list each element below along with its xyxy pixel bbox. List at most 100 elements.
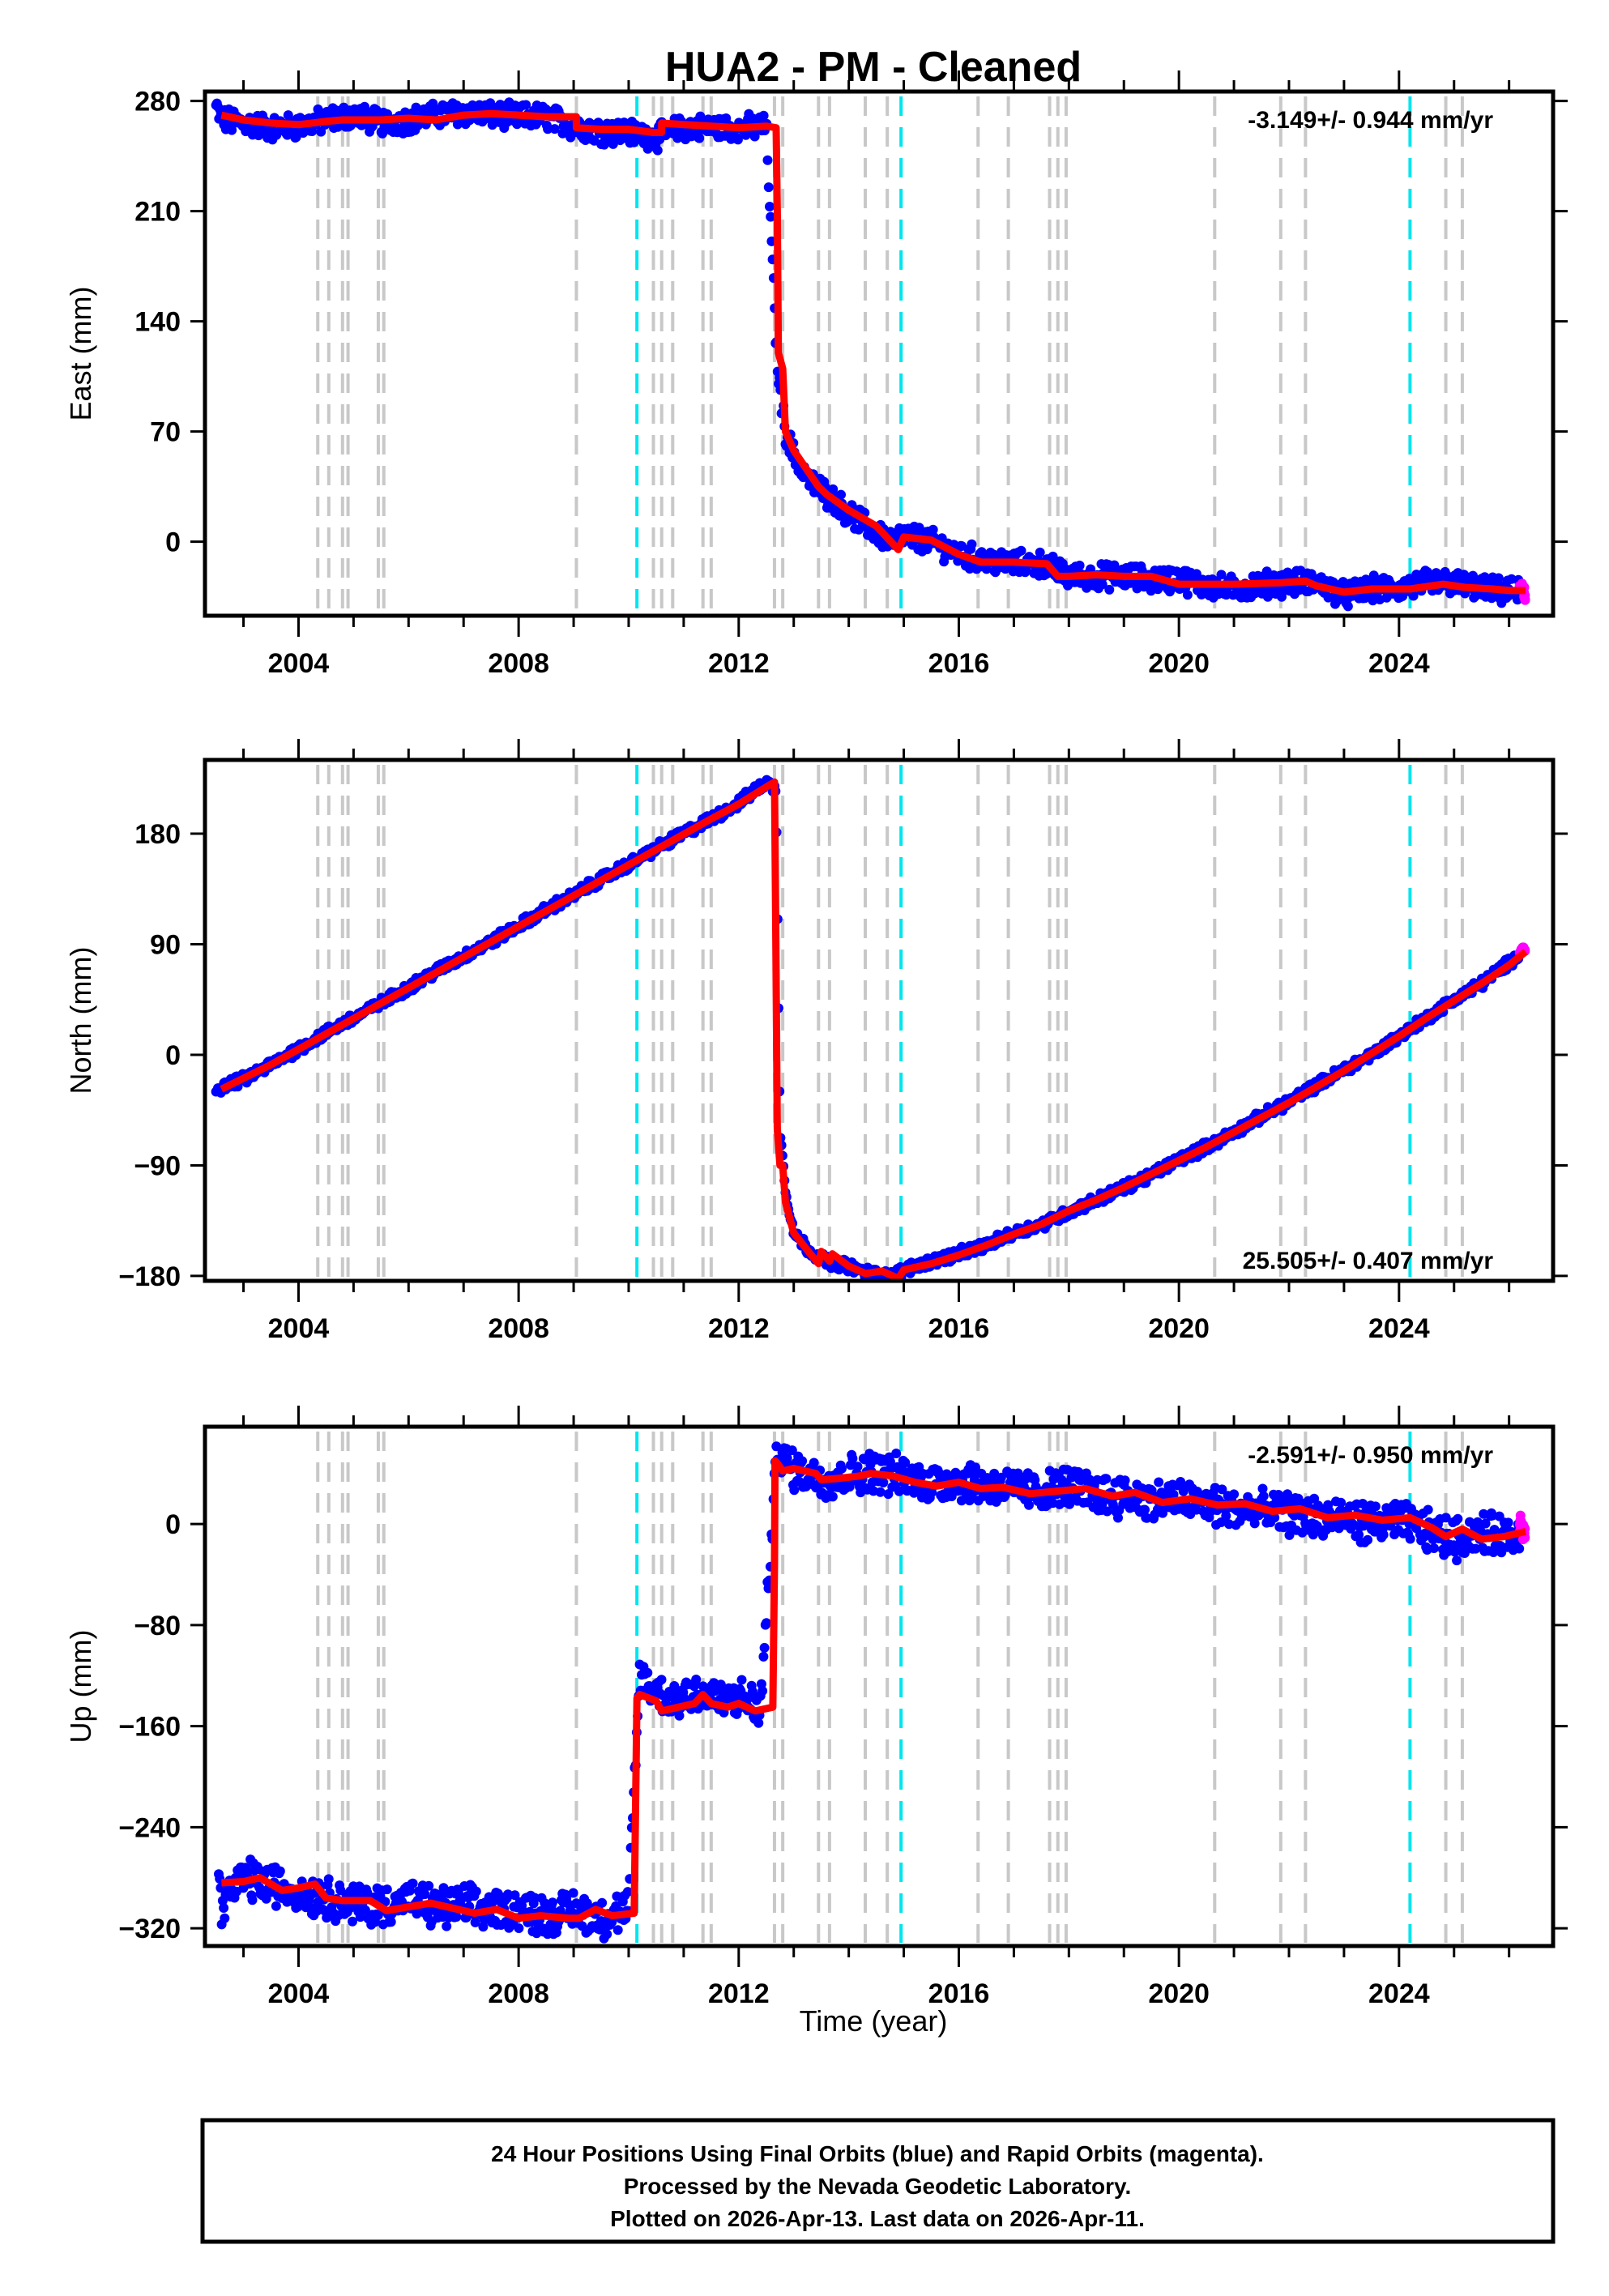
final-orbit-point bbox=[597, 1897, 608, 1908]
final-orbit-point bbox=[894, 1486, 904, 1496]
final-orbit-point bbox=[847, 1453, 858, 1464]
final-orbit-point bbox=[1249, 1518, 1260, 1529]
final-orbit-point bbox=[694, 133, 705, 143]
final-orbit-point bbox=[261, 1893, 271, 1904]
final-orbit-point bbox=[1035, 547, 1045, 557]
final-orbit-point bbox=[386, 1917, 396, 1927]
final-orbit-point bbox=[219, 1903, 229, 1913]
y-tick-label: 0 bbox=[165, 1509, 181, 1540]
final-orbit-point bbox=[967, 539, 977, 549]
final-orbit-point bbox=[1423, 1504, 1433, 1515]
final-orbit-point bbox=[1101, 1474, 1112, 1484]
final-orbit-point bbox=[669, 1681, 680, 1691]
y-tick-label: −160 bbox=[118, 1712, 181, 1743]
final-orbit-point bbox=[1097, 579, 1108, 590]
y-axis-label: East (mm) bbox=[64, 287, 97, 421]
x-tick-label: 2012 bbox=[708, 648, 770, 679]
x-tick-label: 2020 bbox=[1148, 1978, 1210, 2009]
final-orbit-point bbox=[1257, 1483, 1268, 1494]
x-tick-label: 2004 bbox=[268, 1978, 330, 2009]
final-orbit-point bbox=[411, 102, 421, 113]
model-fit-line bbox=[220, 778, 1528, 1281]
final-orbit-point bbox=[1102, 1506, 1112, 1517]
x-tick-label: 2016 bbox=[928, 648, 990, 679]
final-orbit-point bbox=[271, 1901, 281, 1911]
final-orbit-point bbox=[1480, 1518, 1491, 1529]
final-orbit-point bbox=[612, 1925, 623, 1935]
y-tick-label: 0 bbox=[165, 527, 181, 558]
plot-frame bbox=[203, 89, 1556, 618]
final-orbit-point bbox=[758, 110, 769, 121]
final-orbit-point bbox=[1113, 1513, 1123, 1523]
final-orbit-point bbox=[765, 202, 775, 211]
final-orbit-point bbox=[1493, 573, 1504, 583]
final-orbit-point bbox=[1405, 1534, 1415, 1544]
final-orbit-point bbox=[809, 1457, 819, 1468]
y-tick-label: 70 bbox=[150, 417, 181, 448]
footer-line-3: Plotted on 2026-Apr-13. Last data on 202… bbox=[610, 2206, 1145, 2231]
final-orbit-point bbox=[1216, 570, 1227, 580]
footer-box bbox=[200, 2118, 1556, 2244]
final-orbit-point bbox=[568, 1888, 578, 1898]
final-orbit-point bbox=[1370, 1501, 1381, 1512]
final-orbit-point bbox=[827, 1492, 838, 1502]
final-orbit-point bbox=[762, 155, 773, 165]
final-orbit-point bbox=[420, 1889, 430, 1900]
x-tick-label: 2024 bbox=[1368, 648, 1430, 679]
footer-line-2: Processed by the Nevada Geodetic Laborat… bbox=[624, 2174, 1132, 2199]
final-orbit-point bbox=[732, 134, 743, 145]
y-tick-label: −180 bbox=[118, 1261, 181, 1292]
x-tick-label: 2004 bbox=[268, 1313, 330, 1344]
data-layer bbox=[211, 97, 1530, 612]
x-tick-label: 2008 bbox=[488, 1313, 549, 1344]
final-orbit-point bbox=[1440, 1513, 1451, 1523]
final-orbit-point bbox=[1385, 1521, 1396, 1531]
final-orbit-point bbox=[1354, 1530, 1364, 1540]
final-orbit-point bbox=[1258, 1491, 1269, 1501]
plot-frame bbox=[203, 758, 1556, 1283]
final-orbit-point bbox=[323, 1874, 334, 1884]
final-orbit-point bbox=[1097, 1499, 1108, 1509]
y-tick-label: 180 bbox=[134, 819, 181, 850]
final-orbit-point bbox=[1120, 1475, 1130, 1486]
model-fit-line bbox=[221, 1457, 1527, 1923]
final-orbit-point bbox=[1503, 1517, 1513, 1528]
final-orbit-point bbox=[900, 1457, 911, 1468]
final-orbit-point bbox=[828, 484, 839, 494]
final-orbit-point bbox=[593, 117, 604, 128]
final-orbit-point bbox=[1182, 590, 1193, 600]
final-orbit-point bbox=[602, 1929, 612, 1940]
y-tick-label: −320 bbox=[118, 1914, 181, 1944]
final-orbit-point bbox=[789, 1485, 800, 1496]
final-orbit-point bbox=[852, 1462, 863, 1472]
x-tick-label: 2016 bbox=[928, 1313, 990, 1344]
data-layer bbox=[214, 1441, 1530, 1944]
chart-title: HUA2 - PM - Cleaned bbox=[665, 44, 1082, 91]
x-tick-label: 2004 bbox=[268, 648, 330, 679]
final-orbit-point bbox=[771, 1441, 782, 1452]
final-orbit-point bbox=[220, 1913, 230, 1923]
final-orbit-point bbox=[766, 211, 776, 222]
final-orbit-point bbox=[1489, 1525, 1500, 1535]
final-orbit-point bbox=[275, 1866, 285, 1876]
velocity-rate-label: 25.505+/- 0.407 mm/yr bbox=[1243, 1248, 1494, 1274]
final-orbit-point bbox=[1178, 1486, 1189, 1496]
y-tick-label: 280 bbox=[134, 87, 181, 117]
final-orbit-point bbox=[451, 1912, 462, 1922]
final-orbit-point bbox=[521, 100, 531, 110]
north-panel: 2004 2008 2012 2016 2020 2024 −180 −90 0 90 180 Nor… bbox=[64, 739, 1568, 1344]
final-orbit-point bbox=[1154, 1477, 1164, 1487]
y-tick-label: −80 bbox=[134, 1611, 181, 1641]
final-orbit-point bbox=[1408, 591, 1419, 601]
final-orbit-point bbox=[424, 1880, 434, 1891]
model-fit-line bbox=[220, 109, 1526, 596]
y-axis-label: North (mm) bbox=[64, 947, 97, 1095]
x-tick-label: 2020 bbox=[1148, 1313, 1210, 1344]
y-tick-label: 140 bbox=[134, 307, 181, 338]
x-tick-label: 2008 bbox=[488, 648, 549, 679]
y-axis-label: Up (mm) bbox=[64, 1630, 97, 1743]
final-orbit-point bbox=[1378, 1530, 1389, 1540]
velocity-rate-label: -2.591+/- 0.950 mm/yr bbox=[1248, 1442, 1493, 1469]
y-tick-label: 90 bbox=[150, 929, 181, 960]
final-orbit-point bbox=[1283, 1489, 1293, 1500]
